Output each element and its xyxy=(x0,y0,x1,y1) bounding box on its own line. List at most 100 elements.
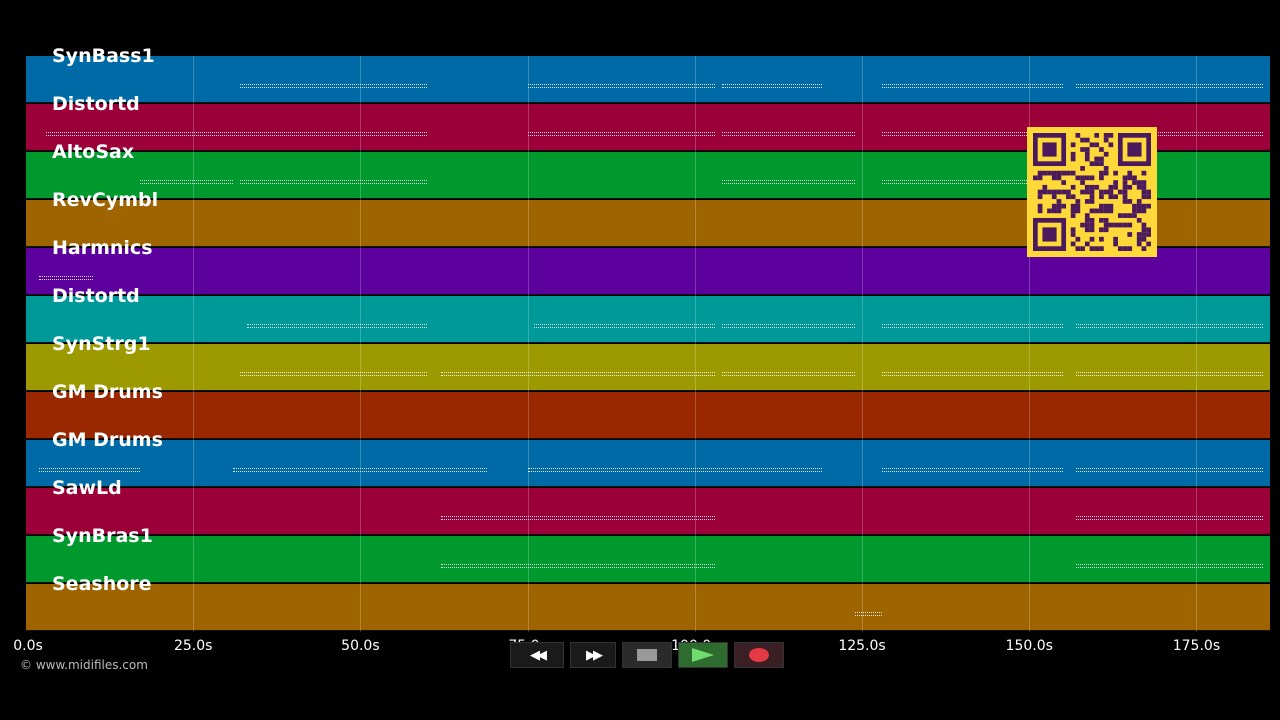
fast-forward-icon: ▶▶ xyxy=(586,647,603,663)
note-segment xyxy=(882,471,1063,472)
note-segment xyxy=(527,468,822,469)
note-segment xyxy=(246,327,428,328)
note-segment xyxy=(39,468,140,469)
gridline xyxy=(694,56,696,632)
track-lane: Seashore xyxy=(26,573,1270,631)
track-lane: GM Drums xyxy=(26,381,1270,439)
track-label: Distortd xyxy=(52,93,140,115)
note-segment xyxy=(882,84,1063,85)
track-label: RevCymbl xyxy=(52,189,159,211)
note-segment xyxy=(240,375,428,376)
note-segment xyxy=(1076,135,1264,136)
note-segment xyxy=(721,324,856,325)
tick-label: 0.0s xyxy=(13,638,43,654)
note-segment xyxy=(534,327,715,328)
track-lane: Distortd xyxy=(26,285,1270,343)
note-segment xyxy=(240,84,428,85)
note-segment xyxy=(39,276,93,277)
play-icon xyxy=(692,648,714,662)
note-segment xyxy=(721,135,856,136)
note-segment xyxy=(882,324,1063,325)
note-segment xyxy=(1076,324,1264,325)
note-segment xyxy=(440,567,715,568)
stop-icon xyxy=(637,649,657,661)
note-segment xyxy=(139,183,234,184)
note-segment xyxy=(1076,519,1264,520)
track-lane: GM Drums xyxy=(26,429,1270,487)
tick-label: 125.0s xyxy=(838,638,886,654)
note-segment xyxy=(882,468,1063,469)
note-segment xyxy=(240,180,428,181)
track-label: SynStrg1 xyxy=(52,333,151,355)
note-segment xyxy=(1076,372,1264,373)
note-segment xyxy=(882,132,1063,133)
play-button[interactable] xyxy=(678,642,728,668)
track-label: Distortd xyxy=(52,285,140,307)
record-icon xyxy=(749,648,769,662)
note-segment xyxy=(882,327,1063,328)
note-segment xyxy=(882,183,1063,184)
note-segment xyxy=(527,135,715,136)
rewind-button[interactable]: ◀◀ xyxy=(510,642,564,668)
note-segment xyxy=(1076,132,1264,133)
note-segment xyxy=(882,372,1063,373)
note-segment xyxy=(440,516,715,517)
note-segment xyxy=(721,375,856,376)
track-label: AltoSax xyxy=(52,141,135,163)
track-label: SawLd xyxy=(52,477,122,499)
fast-forward-button[interactable]: ▶▶ xyxy=(570,642,616,668)
note-segment xyxy=(39,471,140,472)
gridline xyxy=(1029,56,1031,632)
note-segment xyxy=(721,372,856,373)
track-lane: SawLd xyxy=(26,477,1270,535)
note-segment xyxy=(240,87,428,88)
stop-button[interactable] xyxy=(622,642,672,668)
note-segment xyxy=(240,183,428,184)
track-label: GM Drums xyxy=(52,381,163,403)
note-segment xyxy=(1076,468,1264,469)
note-segment xyxy=(882,87,1063,88)
track-label: Harmnics xyxy=(52,237,153,259)
note-segment xyxy=(534,324,715,325)
copyright-text: © www.midifiles.com xyxy=(20,658,148,672)
note-segment xyxy=(882,135,1063,136)
track-label: SynBass1 xyxy=(52,45,155,67)
note-segment xyxy=(721,180,856,181)
note-segment xyxy=(855,615,883,616)
note-segment xyxy=(240,372,428,373)
note-segment xyxy=(233,471,488,472)
record-button[interactable] xyxy=(734,642,784,668)
note-segment xyxy=(1076,564,1264,565)
tick-label: 25.0s xyxy=(173,638,213,654)
note-segment xyxy=(1076,87,1264,88)
gridline xyxy=(193,56,195,632)
note-segment xyxy=(1076,84,1264,85)
note-segment xyxy=(721,84,822,85)
note-segment xyxy=(882,375,1063,376)
note-segment xyxy=(440,375,715,376)
rewind-icon: ◀◀ xyxy=(530,647,547,663)
qr-code-icon xyxy=(1027,127,1157,257)
track-label: GM Drums xyxy=(52,429,163,451)
note-segment xyxy=(440,564,715,565)
note-segment xyxy=(440,519,715,520)
tick-label: 150.0s xyxy=(1005,638,1053,654)
note-segment xyxy=(246,324,428,325)
note-segment xyxy=(139,180,234,181)
note-segment xyxy=(527,84,715,85)
note-segment xyxy=(46,135,428,136)
note-segment xyxy=(882,180,1063,181)
note-segment xyxy=(1076,567,1264,568)
track-lane: SynBass1 xyxy=(26,45,1270,103)
note-segment xyxy=(527,132,715,133)
transport-controls: ◀◀ ▶▶ xyxy=(510,642,784,670)
track-lane: Harmnics xyxy=(26,237,1270,295)
note-segment xyxy=(1076,375,1264,376)
note-segment xyxy=(855,612,883,613)
note-segment xyxy=(721,87,822,88)
note-segment xyxy=(527,471,822,472)
gridline xyxy=(1196,56,1198,632)
note-segment xyxy=(39,279,93,280)
note-segment xyxy=(721,132,856,133)
note-segment xyxy=(440,372,715,373)
